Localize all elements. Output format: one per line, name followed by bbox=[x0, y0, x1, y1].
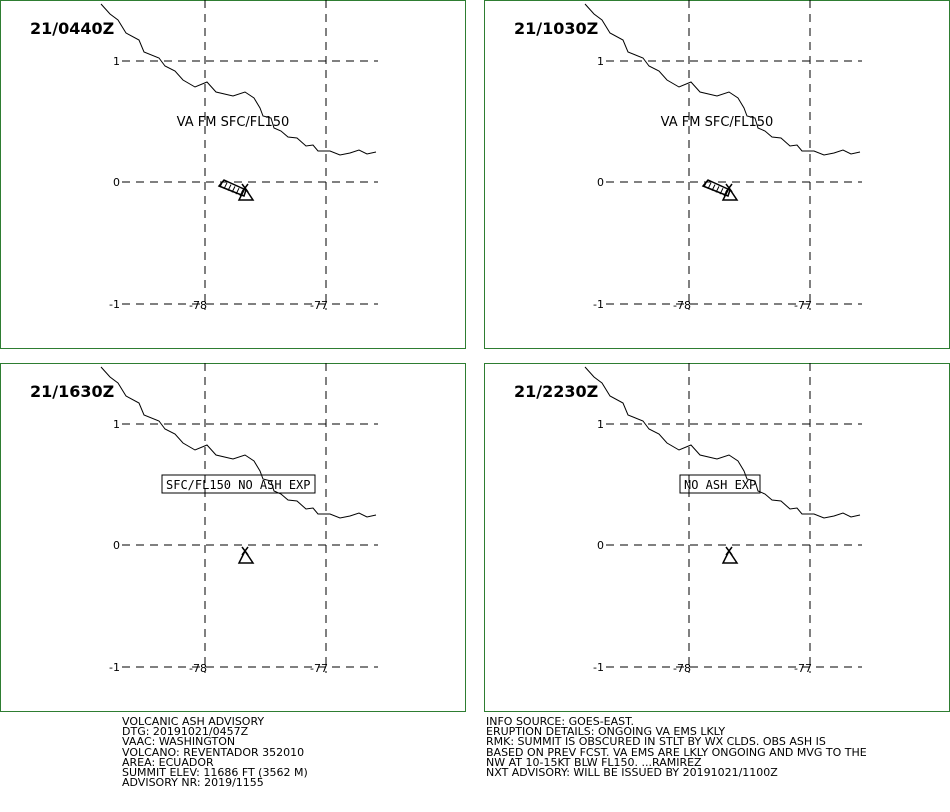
longitude-label: -77 bbox=[310, 662, 328, 675]
volcano-triangle-icon bbox=[237, 546, 255, 564]
longitude-label: -78 bbox=[189, 299, 207, 312]
latitude-label: -1 bbox=[593, 298, 604, 311]
no-ash-label-box: NO ASH EXP bbox=[679, 474, 761, 494]
advisory-left-line: ADVISORY NR: 2019/1155 bbox=[122, 776, 264, 790]
no-ash-label-box: SFC/FL150 NO ASH EXP bbox=[161, 474, 316, 494]
advisory-left-line: SUMMIT ELEV: 11686 FT (3562 M) bbox=[122, 765, 308, 779]
longitude-label: -78 bbox=[673, 662, 691, 675]
latitude-label: 1 bbox=[597, 55, 604, 68]
advisory-right-line: RMK: SUMMIT IS OBSCURED IN STLT BY WX CL… bbox=[486, 735, 826, 749]
latitude-label: 0 bbox=[113, 176, 120, 189]
no-ash-label: SFC/FL150 NO ASH EXP bbox=[166, 478, 311, 492]
ash-level-label: VA FM SFC/FL150 bbox=[661, 115, 774, 130]
advisory-left-line: DTG: 20191021/0457Z bbox=[122, 725, 249, 739]
panel-frame bbox=[484, 363, 950, 712]
map-panel-1: 1 0 -1 -78 -77 21/0440Z VA FM SFC/FL150 bbox=[0, 0, 466, 349]
latitude-label: -1 bbox=[109, 298, 120, 311]
volcano-triangle-icon bbox=[237, 183, 255, 201]
coastline bbox=[100, 366, 377, 519]
advisory-right-line: NXT ADVISORY: WILL BE ISSUED BY 20191021… bbox=[486, 765, 778, 779]
longitude-label: -77 bbox=[310, 299, 328, 312]
forecast-time-label: 21/2230Z bbox=[514, 382, 598, 401]
volcano-triangle-icon bbox=[721, 183, 739, 201]
ash-level-label: VA FM SFC/FL150 bbox=[177, 115, 290, 130]
latitude-label: 1 bbox=[597, 418, 604, 431]
forecast-time-label: 21/1630Z bbox=[30, 382, 114, 401]
forecast-time-label: 21/0440Z bbox=[30, 19, 114, 38]
longitude-label: -77 bbox=[794, 299, 812, 312]
latitude-label: -1 bbox=[109, 661, 120, 674]
no-ash-label: NO ASH EXP bbox=[684, 478, 756, 492]
longitude-label: -78 bbox=[189, 662, 207, 675]
map-panel-3: 1 0 -1 -78 -77 21/1630Z SFC/FL150 NO ASH EXP bbox=[0, 363, 466, 712]
advisory-right-line: NW AT 10-15KT BLW FL150. ...RAMIREZ bbox=[486, 755, 702, 769]
advisory-left-line: AREA: ECUADOR bbox=[122, 755, 214, 769]
advisory-left-line: VOLCANO: REVENTADOR 352010 bbox=[122, 745, 305, 759]
panel-frame bbox=[0, 363, 466, 712]
forecast-time-label: 21/1030Z bbox=[514, 19, 598, 38]
advisory-right-line: INFO SOURCE: GOES-EAST. bbox=[486, 715, 635, 728]
coastline bbox=[584, 366, 861, 519]
latitude-label: 0 bbox=[597, 176, 604, 189]
advisory-left-line: VOLCANIC ASH ADVISORY bbox=[122, 715, 265, 728]
advisory-right-line: BASED ON PREV FCST. VA EMS ARE LKLY ONGO… bbox=[486, 745, 867, 759]
latitude-label: 1 bbox=[113, 418, 120, 431]
map-panel-4: 1 0 -1 -78 -77 21/2230Z NO ASH EXP bbox=[484, 363, 950, 712]
advisory-right-block: INFO SOURCE: GOES-EAST. ERUPTION DETAILS:… bbox=[486, 715, 867, 779]
map-panel-2: 1 0 -1 -78 -77 21/1030Z VA FM SFC/FL150 bbox=[484, 0, 950, 349]
longitude-label: -77 bbox=[794, 662, 812, 675]
coastline bbox=[584, 3, 861, 156]
advisory-left-line: VAAC: WASHINGTON bbox=[122, 735, 236, 749]
longitude-label: -78 bbox=[673, 299, 691, 312]
latitude-label: 0 bbox=[597, 539, 604, 552]
panel-frame bbox=[484, 0, 950, 349]
volcano-triangle-icon bbox=[721, 546, 739, 564]
panel-frame bbox=[0, 0, 466, 349]
latitude-label: 1 bbox=[113, 55, 120, 68]
coastline bbox=[100, 3, 377, 156]
advisory-left-block: VOLCANIC ASH ADVISORY DTG: 20191021/0457Z… bbox=[122, 715, 308, 790]
advisory-right-line: ERUPTION DETAILS: ONGOING VA EMS LKLY bbox=[486, 725, 726, 739]
latitude-label: 0 bbox=[113, 539, 120, 552]
latitude-label: -1 bbox=[593, 661, 604, 674]
